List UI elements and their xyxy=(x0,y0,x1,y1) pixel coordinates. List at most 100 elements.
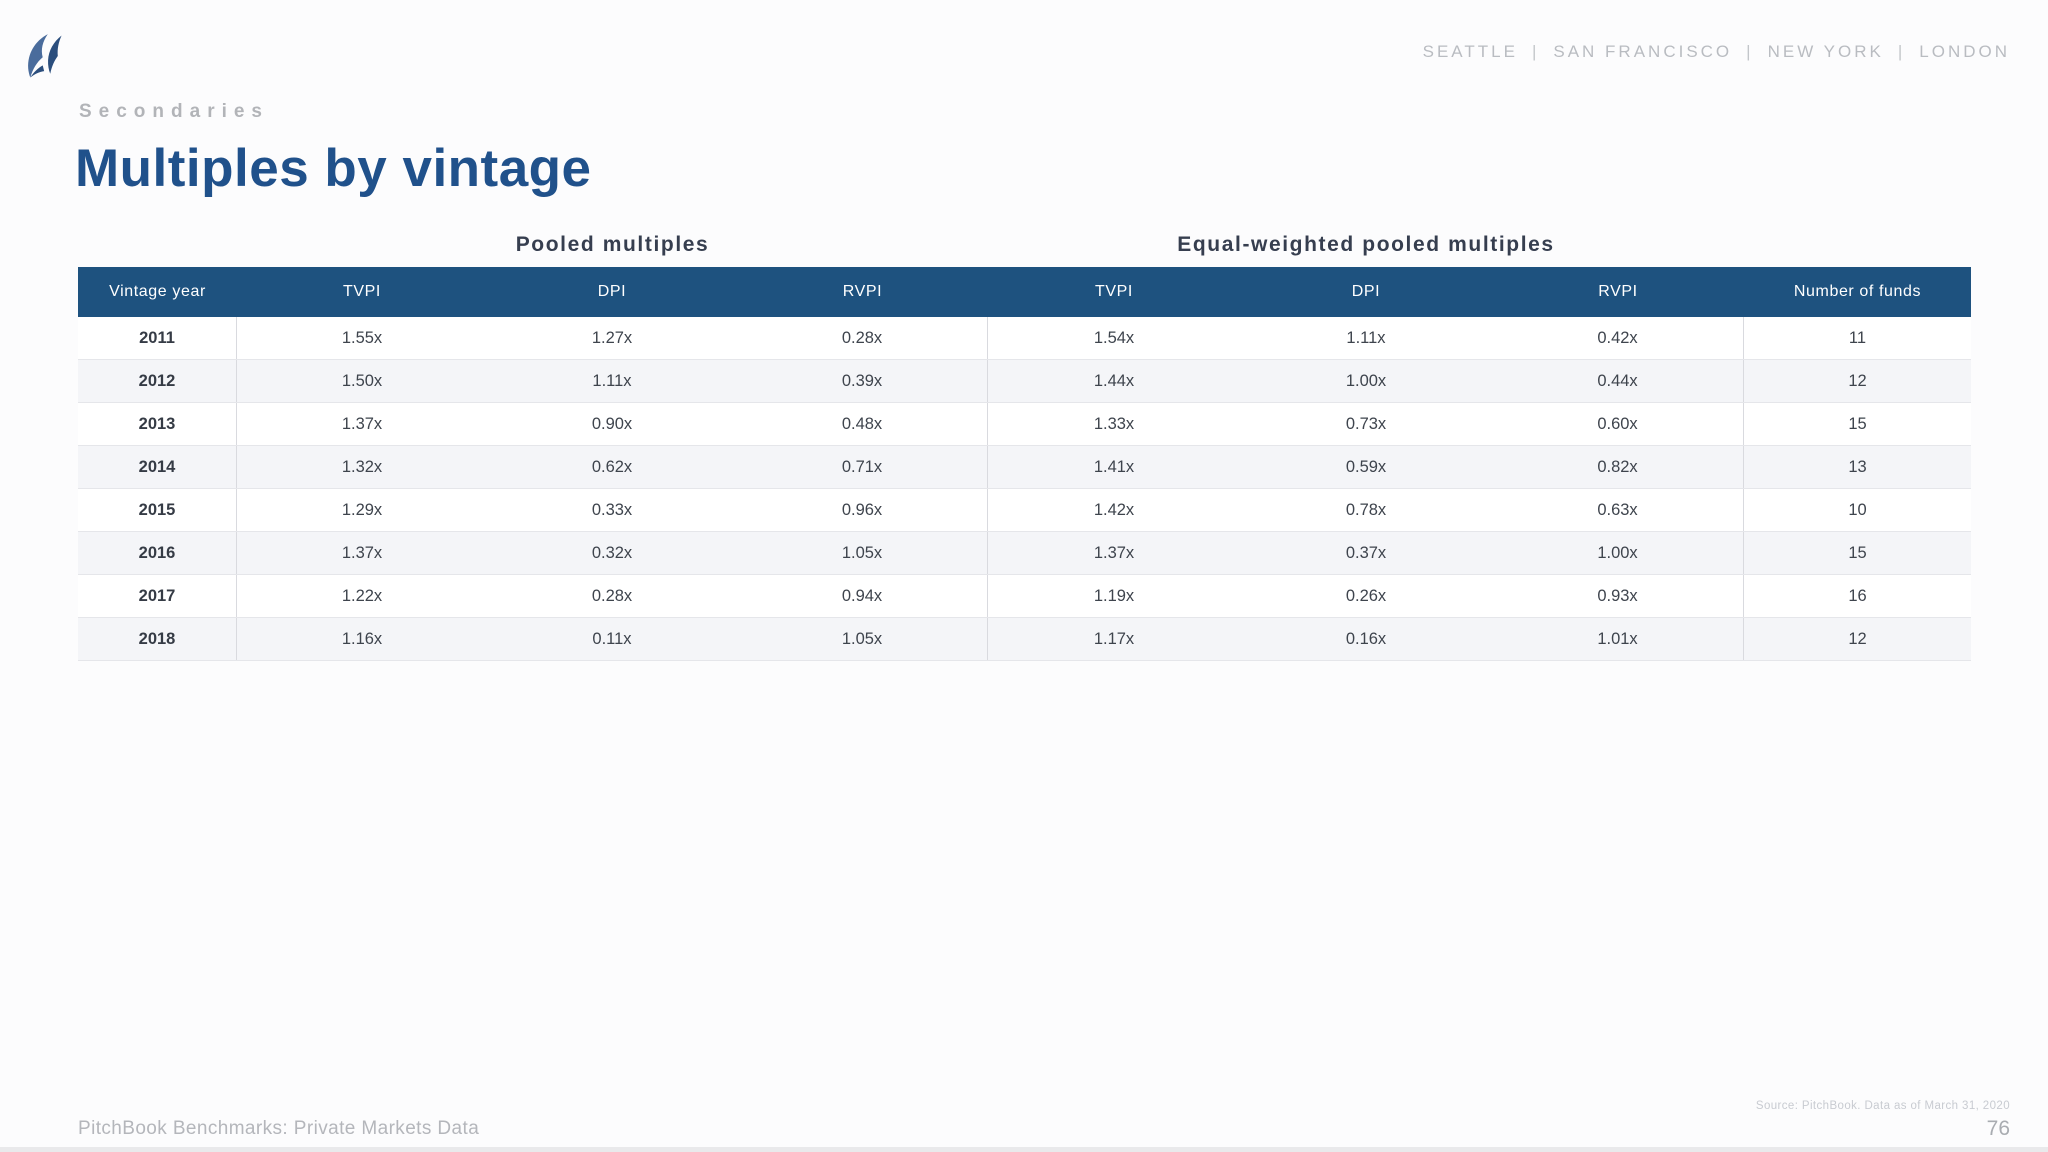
dpi-cell: 0.11x xyxy=(592,629,632,648)
tvpi-cell: 1.44x xyxy=(1093,371,1135,390)
rvpi-cell: 0.94x xyxy=(737,575,988,617)
source-note: Source: PitchBook. Data as of March 31, … xyxy=(1755,1100,2010,1112)
dpi-cell: 0.32x xyxy=(591,543,633,562)
dpi-cell: 0.90x xyxy=(591,414,633,433)
rvpi-cell: 0.48x xyxy=(737,403,988,445)
tvpi-cell: 1.41x xyxy=(1093,457,1135,476)
office-locations: SEATTLE | SAN FRANCISCO | NEW YORK | LONDON xyxy=(1423,42,2010,62)
table-row-2011: 2011 1.55x 1.27x 0.28x 1.54x 1.11x 0.42x… xyxy=(78,317,1971,360)
rvpi-cell: 1.05x xyxy=(737,532,988,574)
vintage-year-cell: 2011 xyxy=(78,317,237,359)
vintage-year-cell: 2013 xyxy=(78,403,237,445)
dpi-cell: 1.11x xyxy=(592,371,632,390)
number-of-funds-cell: 10 xyxy=(1848,500,1867,519)
location-separator: | xyxy=(1897,42,1906,61)
table-row-2012: 2012 1.50x 1.11x 0.39x 1.44x 1.00x 0.44x… xyxy=(78,360,1971,403)
column-header-rvpi-pooled: RVPI xyxy=(842,283,883,300)
location-separator: | xyxy=(1531,42,1540,61)
dpi-cell: 0.37x xyxy=(1345,543,1387,562)
dpi-cell: 1.00x xyxy=(1345,371,1387,390)
tvpi-cell: 1.33x xyxy=(1093,414,1135,433)
dpi-cell: 0.62x xyxy=(591,457,633,476)
column-header-rvpi-equal-weighted: RVPI xyxy=(1598,283,1638,300)
location-london: LONDON xyxy=(1919,42,2010,61)
location-new-york: NEW YORK xyxy=(1767,42,1884,61)
column-header-dpi-pooled: DPI xyxy=(597,283,627,300)
rvpi-cell: 1.05x xyxy=(737,618,988,660)
tvpi-cell: 1.50x xyxy=(341,371,383,390)
table-row-2015: 2015 1.29x 0.33x 0.96x 1.42x 0.78x 0.63x… xyxy=(78,489,1971,532)
tvpi-cell: 1.19x xyxy=(1093,586,1135,605)
tvpi-cell: 1.32x xyxy=(341,457,383,476)
number-of-funds-cell: 12 xyxy=(1848,629,1867,648)
page-bottom-edge xyxy=(0,1147,2048,1152)
tvpi-cell: 1.42x xyxy=(1093,500,1135,519)
number-of-funds-cell: 16 xyxy=(1848,586,1867,605)
rvpi-cell: 0.42x xyxy=(1492,317,1744,359)
dpi-cell: 0.33x xyxy=(591,500,633,519)
dpi-cell: 0.78x xyxy=(1345,500,1387,519)
dpi-cell: 1.27x xyxy=(591,328,633,347)
tvpi-cell: 1.55x xyxy=(341,328,383,347)
pitchbook-logo-icon xyxy=(28,34,62,78)
tvpi-cell: 1.37x xyxy=(341,543,383,562)
vintage-year-cell: 2016 xyxy=(78,532,237,574)
rvpi-cell: 0.93x xyxy=(1492,575,1744,617)
rvpi-cell: 0.63x xyxy=(1492,489,1744,531)
rvpi-cell: 0.28x xyxy=(737,317,988,359)
rvpi-cell: 0.44x xyxy=(1492,360,1744,402)
group-title-pooled-multiples: Pooled multiples xyxy=(515,233,710,256)
tvpi-cell: 1.17x xyxy=(1093,629,1135,648)
page-title: Multiples by vintage xyxy=(75,139,592,198)
number-of-funds-cell: 11 xyxy=(1848,328,1867,347)
rvpi-cell: 0.71x xyxy=(737,446,988,488)
number-of-funds-cell: 13 xyxy=(1848,457,1867,476)
table-header-row: Vintage year TVPI DPI RVPI TVPI DPI RVPI… xyxy=(78,267,1971,317)
multiples-by-vintage-table: Vintage year TVPI DPI RVPI TVPI DPI RVPI… xyxy=(78,267,1971,661)
number-of-funds-cell: 15 xyxy=(1848,414,1867,433)
vintage-year-cell: 2018 xyxy=(78,618,237,660)
number-of-funds-cell: 12 xyxy=(1848,371,1867,390)
dpi-cell: 1.11x xyxy=(1346,328,1386,347)
rvpi-cell: 1.00x xyxy=(1492,532,1744,574)
tvpi-cell: 1.22x xyxy=(341,586,383,605)
number-of-funds-cell: 15 xyxy=(1848,543,1867,562)
vintage-year-cell: 2012 xyxy=(78,360,237,402)
group-title-equal-weighted-pooled-multiples: Equal-weighted pooled multiples xyxy=(1177,233,1555,256)
tvpi-cell: 1.16x xyxy=(341,629,383,648)
location-san-francisco: SAN FRANCISCO xyxy=(1553,42,1733,61)
section-eyebrow: Secondaries xyxy=(79,101,269,122)
rvpi-cell: 0.60x xyxy=(1492,403,1744,445)
dpi-cell: 0.28x xyxy=(591,586,633,605)
table-row-2013: 2013 1.37x 0.90x 0.48x 1.33x 0.73x 0.60x… xyxy=(78,403,1971,446)
column-header-dpi-equal-weighted: DPI xyxy=(1351,283,1381,300)
column-header-tvpi-pooled: TVPI xyxy=(343,283,381,300)
table-row-2014: 2014 1.32x 0.62x 0.71x 1.41x 0.59x 0.82x… xyxy=(78,446,1971,489)
vintage-year-cell: 2015 xyxy=(78,489,237,531)
rvpi-cell: 0.82x xyxy=(1492,446,1744,488)
tvpi-cell: 1.29x xyxy=(341,500,383,519)
vintage-year-cell: 2014 xyxy=(78,446,237,488)
table-row-2016: 2016 1.37x 0.32x 1.05x 1.37x 0.37x 1.00x… xyxy=(78,532,1971,575)
rvpi-cell: 1.01x xyxy=(1492,618,1744,660)
table-row-2017: 2017 1.22x 0.28x 0.94x 1.19x 0.26x 0.93x… xyxy=(78,575,1971,618)
column-header-number-of-funds: Number of funds xyxy=(1793,283,1922,300)
column-header-tvpi-equal-weighted: TVPI xyxy=(1095,283,1133,300)
page-number: 76 xyxy=(1986,1117,2010,1140)
location-seattle: SEATTLE xyxy=(1422,42,1518,61)
tvpi-cell: 1.37x xyxy=(1093,543,1135,562)
footer-document-title: PitchBook Benchmarks: Private Markets Da… xyxy=(78,1118,480,1139)
location-separator: | xyxy=(1746,42,1754,61)
vintage-year-cell: 2017 xyxy=(78,575,237,617)
dpi-cell: 0.59x xyxy=(1345,457,1387,476)
rvpi-cell: 0.96x xyxy=(737,489,988,531)
rvpi-cell: 0.39x xyxy=(737,360,988,402)
column-header-vintage-year: Vintage year xyxy=(109,283,206,300)
table-row-2018: 2018 1.16x 0.11x 1.05x 1.17x 0.16x 1.01x… xyxy=(78,618,1971,661)
dpi-cell: 0.26x xyxy=(1345,586,1387,605)
dpi-cell: 0.16x xyxy=(1345,629,1387,648)
dpi-cell: 0.73x xyxy=(1345,414,1387,433)
tvpi-cell: 1.37x xyxy=(341,414,383,433)
tvpi-cell: 1.54x xyxy=(1093,328,1135,347)
